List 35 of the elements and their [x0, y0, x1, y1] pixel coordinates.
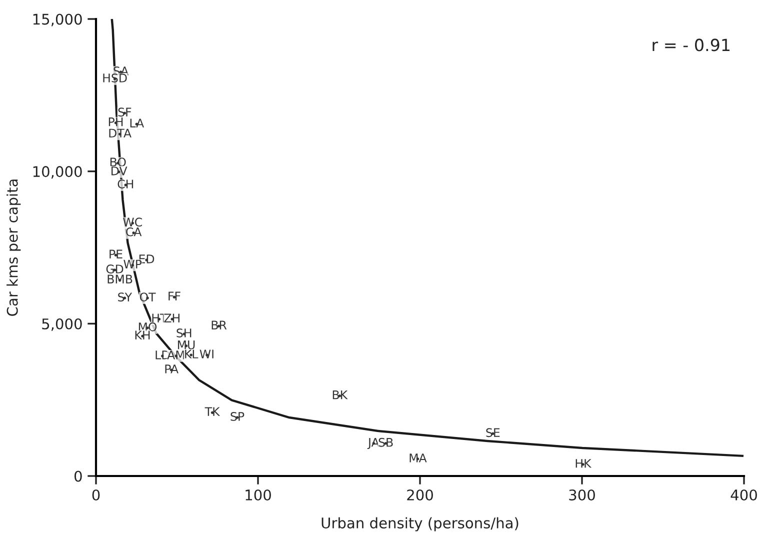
- annotation: r = - 0.91: [652, 38, 730, 52]
- data-label: MU: [178, 340, 195, 350]
- y-axis-title: Car kms per capita: [6, 180, 21, 316]
- x-tick-label: 300: [569, 489, 595, 500]
- y-tick-label: 0: [74, 470, 82, 482]
- data-label: LA: [130, 118, 144, 128]
- data-label: SH: [176, 328, 192, 338]
- x-tick-label: 400: [730, 489, 757, 500]
- x-tick-label: 200: [407, 489, 433, 500]
- data-label: BMB: [108, 274, 132, 284]
- y-tick-label: 5,000: [42, 318, 82, 331]
- data-label: KL: [185, 350, 198, 358]
- data-label: HK: [576, 459, 592, 468]
- data-label: SP: [230, 412, 244, 421]
- data-label: TK: [204, 407, 220, 416]
- data-label: SE: [486, 428, 500, 438]
- x-tick-label: 0: [92, 489, 100, 500]
- data-label: PA: [165, 364, 178, 374]
- data-label: SY: [118, 292, 132, 302]
- data-label: MA: [410, 454, 427, 462]
- data-label: WI: [200, 350, 214, 358]
- data-label: CA: [126, 227, 142, 236]
- data-label: FF: [168, 292, 180, 300]
- data-label: PH: [108, 118, 123, 126]
- data-label: GD: [106, 264, 124, 274]
- data-label: BK: [332, 390, 348, 400]
- x-tick-label: 100: [246, 489, 271, 500]
- data-label: SB: [378, 438, 393, 447]
- data-label: PE: [110, 250, 122, 258]
- x-axis-title: Urban density (persons/ha): [322, 517, 518, 532]
- data-label: SA: [114, 66, 129, 76]
- y-tick-label: 15,000: [33, 14, 82, 26]
- y-tick-label: 10,000: [33, 166, 82, 179]
- data-label: SF: [118, 108, 132, 117]
- data-label: BR: [212, 320, 227, 330]
